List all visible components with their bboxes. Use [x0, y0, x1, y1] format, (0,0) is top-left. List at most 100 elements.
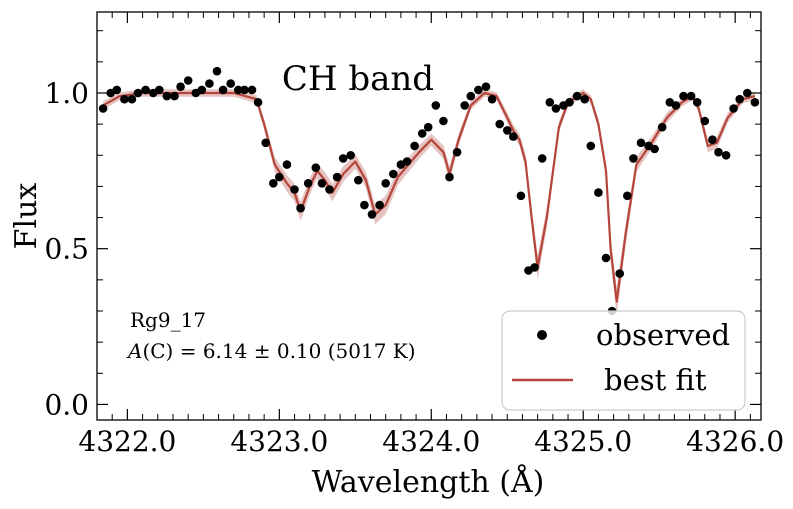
- observed-point: [296, 203, 305, 213]
- observed-point: [162, 91, 172, 101]
- observed-point: [509, 132, 518, 141]
- star-name-annotation: Rg9_17: [130, 308, 206, 332]
- observed-point: [729, 104, 738, 113]
- observed-point: [580, 94, 589, 104]
- observed-point: [487, 94, 497, 104]
- observed-point: [346, 151, 356, 160]
- observed-point: [275, 172, 284, 182]
- observed-point: [572, 91, 582, 101]
- observed-point: [474, 85, 483, 95]
- observed-point: [750, 98, 760, 107]
- observed-point: [586, 141, 596, 151]
- observed-point: [170, 91, 179, 101]
- legend-box: [501, 310, 746, 411]
- observed-point: [120, 94, 129, 104]
- observed-point: [714, 147, 723, 157]
- y-tick-label: 0.5: [44, 233, 89, 266]
- observed-point: [423, 122, 433, 132]
- observed-point: [98, 104, 108, 113]
- y-tick-label: 0.0: [44, 388, 89, 421]
- observed-point: [212, 66, 222, 76]
- observed-point: [439, 116, 448, 126]
- observed-point: [417, 129, 427, 138]
- observed-point: [481, 82, 491, 91]
- observed-point: [657, 122, 667, 132]
- observed-point: [133, 88, 143, 98]
- observed-point: [226, 79, 235, 88]
- observed-point: [708, 135, 717, 144]
- observed-point: [317, 179, 327, 188]
- observed-point: [650, 144, 659, 154]
- x-tick-label: 4326.0: [686, 425, 784, 458]
- observed-point: [325, 185, 334, 194]
- observed-point: [623, 191, 632, 201]
- observed-point: [700, 116, 710, 126]
- x-tick-label: 4322.0: [78, 425, 176, 458]
- abundance-annotation: A(C) = 6.14 ± 0.10 (5017 K): [126, 339, 416, 363]
- observed-point: [381, 179, 391, 188]
- y-axis-label: Flux: [9, 183, 44, 250]
- legend: observed best fit: [501, 310, 746, 411]
- observed-point: [721, 151, 731, 160]
- observed-point: [516, 191, 526, 201]
- observed-point: [460, 101, 470, 110]
- observed-point: [601, 253, 611, 263]
- observed-point: [545, 98, 555, 107]
- observed-point: [112, 85, 122, 95]
- observed-point: [141, 85, 150, 95]
- observed-point: [743, 88, 752, 98]
- x-tick-label: 4325.0: [534, 425, 632, 458]
- observed-point: [261, 138, 271, 148]
- abundance-text: (C) = 6.14 ± 0.10 (5017 K): [142, 339, 415, 363]
- observed-point: [354, 175, 363, 185]
- axis-ticks: 4322.0 4323.0 4324.0 4325.0 4326.0 0.0 0.5 1.0: [44, 12, 784, 458]
- legend-observed-marker: [537, 330, 547, 340]
- observed-point: [503, 126, 512, 135]
- observed-point: [402, 157, 412, 166]
- observed-point: [445, 172, 454, 182]
- observed-point: [615, 269, 624, 278]
- x-tick-label: 4323.0: [230, 425, 328, 458]
- observed-point: [735, 94, 744, 104]
- observed-point: [127, 94, 137, 104]
- observed-point: [311, 163, 321, 172]
- observed-point: [431, 101, 441, 110]
- legend-observed-label: observed: [596, 318, 730, 352]
- observed-point: [332, 172, 342, 182]
- observed-point: [303, 179, 313, 188]
- legend-fit-label: best fit: [604, 363, 707, 397]
- observed-point: [594, 188, 603, 197]
- observed-point: [234, 85, 243, 95]
- observed-point: [240, 85, 249, 95]
- observed-point: [692, 98, 702, 107]
- observed-point: [290, 185, 299, 194]
- observed-point: [282, 160, 292, 169]
- observed-point: [410, 141, 419, 151]
- observed-point: [629, 154, 638, 163]
- observed-point: [338, 154, 348, 163]
- observed-point: [537, 154, 547, 163]
- chart-marks: [98, 66, 760, 316]
- observed-point: [205, 79, 214, 88]
- observed-point: [375, 200, 384, 210]
- observed-point: [253, 98, 263, 107]
- observed-point: [565, 98, 574, 107]
- observed-point: [495, 119, 505, 129]
- observed-point: [269, 179, 278, 188]
- observed-point: [452, 147, 462, 157]
- observed-point: [218, 85, 228, 95]
- observed-point: [551, 104, 561, 113]
- observed-point: [679, 91, 688, 101]
- observed-point: [389, 169, 398, 179]
- x-tick-label: 4324.0: [382, 425, 480, 458]
- observed-point: [466, 91, 476, 101]
- observed-point: [155, 85, 164, 95]
- observed-point: [183, 76, 193, 85]
- observed-point: [530, 263, 539, 272]
- observed-point: [197, 85, 207, 95]
- y-tick-label: 1.0: [44, 77, 89, 110]
- observed-point: [176, 82, 185, 91]
- observed-point: [671, 101, 681, 110]
- x-axis-label: Wavelength (Å): [312, 464, 545, 500]
